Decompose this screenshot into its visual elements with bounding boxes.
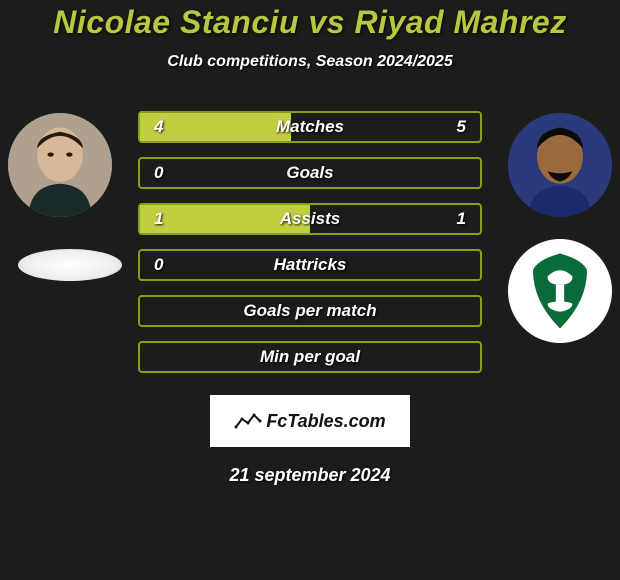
- brand-logo-icon: [234, 411, 262, 431]
- bar-label: Assists: [140, 205, 480, 233]
- bar-value-left: 1: [154, 205, 163, 233]
- bar-value-left: 0: [154, 159, 163, 187]
- player-right-avatar: [508, 113, 612, 217]
- club-right-badge: [508, 239, 612, 343]
- bar-label: Goals: [140, 159, 480, 187]
- bar-label: Goals per match: [140, 297, 480, 325]
- page-title: Nicolae Stanciu vs Riyad Mahrez: [53, 4, 566, 41]
- avatar-placeholder-icon: [8, 113, 112, 217]
- comparison-card: Nicolae Stanciu vs Riyad Mahrez Club com…: [0, 0, 620, 580]
- stat-bar-row: Hattricks0: [138, 249, 482, 281]
- subtitle: Club competitions, Season 2024/2025: [167, 53, 452, 71]
- stat-bars: Matches45Goals0Assists11Hattricks0Goals …: [138, 111, 482, 373]
- stat-bar-row: Assists1 1: [138, 203, 482, 235]
- bar-label: Matches: [140, 113, 480, 141]
- club-crest-icon: [508, 239, 612, 343]
- stat-bar-row: Min per goal: [138, 341, 482, 373]
- date-text: 21 september 2024: [229, 465, 390, 486]
- avatar-placeholder-icon: [508, 113, 612, 217]
- bar-label: Hattricks: [140, 251, 480, 279]
- club-left-badge: [18, 249, 122, 281]
- stat-bar-row: Goals per match: [138, 295, 482, 327]
- bar-value-left: 4: [154, 113, 163, 141]
- player-left-avatar: [8, 113, 112, 217]
- stat-bar-row: Matches4 5: [138, 111, 482, 143]
- bar-value-left: 0: [154, 251, 163, 279]
- bar-value-right: 1: [457, 205, 466, 233]
- bar-label: Min per goal: [140, 343, 480, 371]
- brand-text: FcTables.com: [266, 411, 385, 432]
- bar-value-right: 5: [457, 113, 466, 141]
- stats-area: Matches45Goals0Assists11Hattricks0Goals …: [0, 103, 620, 383]
- stat-bar-row: Goals0: [138, 157, 482, 189]
- brand-box: FcTables.com: [210, 395, 410, 447]
